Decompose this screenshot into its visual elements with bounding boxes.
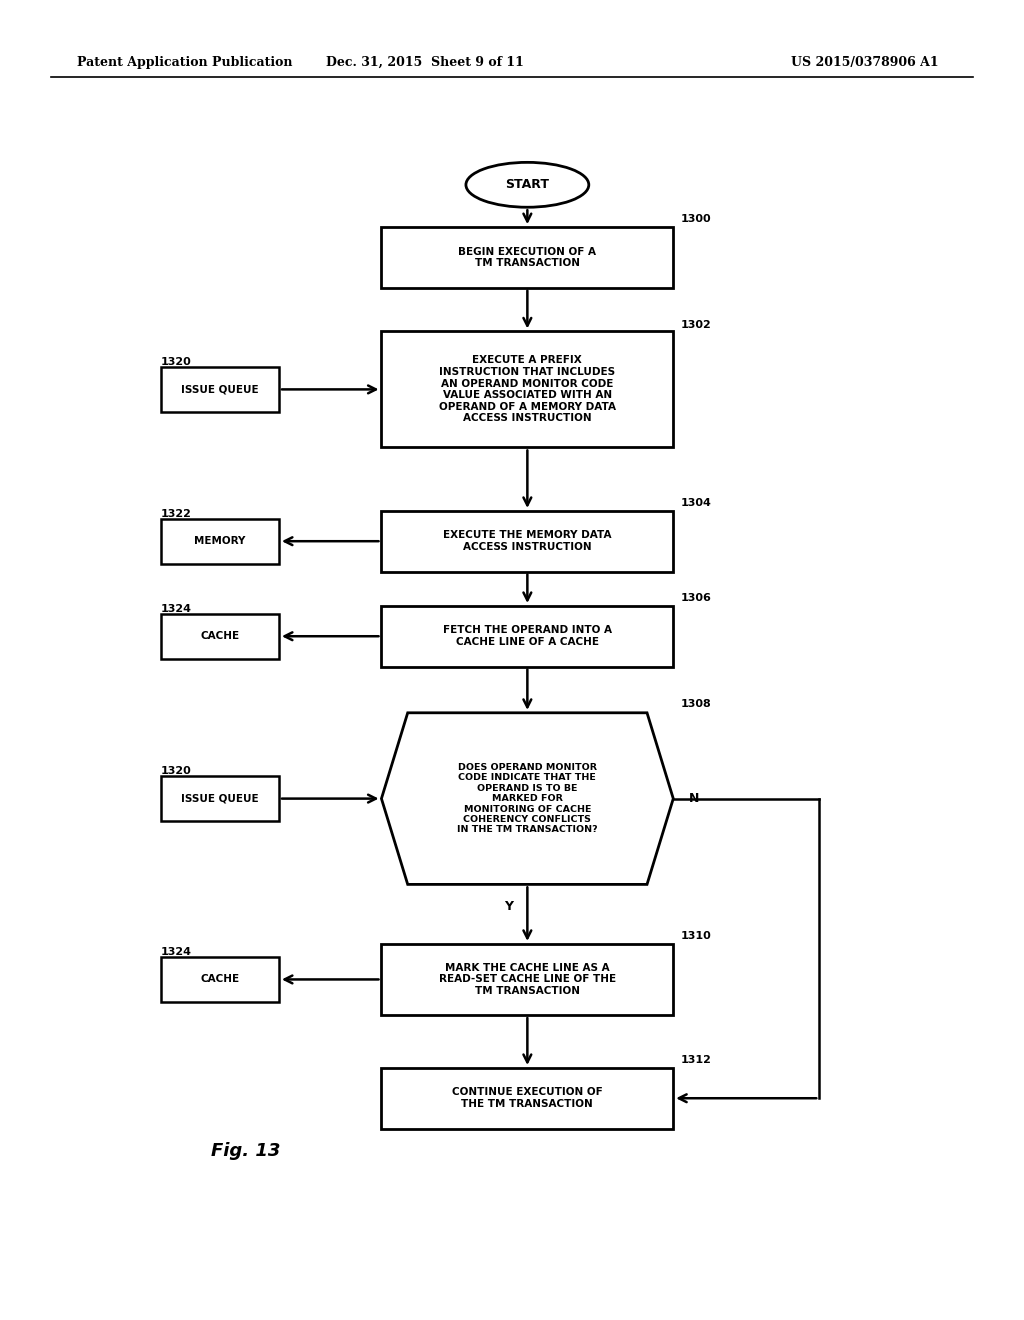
Text: 1306: 1306 bbox=[681, 593, 712, 603]
Text: Y: Y bbox=[505, 900, 513, 913]
Ellipse shape bbox=[466, 162, 589, 207]
Text: MEMORY: MEMORY bbox=[195, 536, 246, 546]
Text: CACHE: CACHE bbox=[201, 631, 240, 642]
Bar bbox=[162, 367, 279, 412]
Text: 1304: 1304 bbox=[681, 498, 712, 508]
Text: BEGIN EXECUTION OF A
TM TRANSACTION: BEGIN EXECUTION OF A TM TRANSACTION bbox=[459, 247, 596, 268]
Bar bbox=[382, 606, 674, 667]
Text: Patent Application Publication: Patent Application Publication bbox=[77, 55, 292, 69]
Polygon shape bbox=[382, 713, 674, 884]
Bar bbox=[162, 776, 279, 821]
Text: 1308: 1308 bbox=[681, 698, 712, 709]
Text: 1324: 1324 bbox=[161, 946, 191, 957]
Bar bbox=[382, 511, 674, 572]
Bar bbox=[382, 331, 674, 447]
Text: 1300: 1300 bbox=[681, 214, 712, 224]
Bar bbox=[382, 944, 674, 1015]
Text: 1324: 1324 bbox=[161, 603, 191, 614]
Text: 1320: 1320 bbox=[161, 766, 191, 776]
Text: DOES OPERAND MONITOR
CODE INDICATE THAT THE
OPERAND IS TO BE
MARKED FOR
MONITORI: DOES OPERAND MONITOR CODE INDICATE THAT … bbox=[457, 763, 598, 834]
Text: N: N bbox=[688, 792, 699, 805]
Text: 1312: 1312 bbox=[681, 1055, 712, 1065]
Text: FETCH THE OPERAND INTO A
CACHE LINE OF A CACHE: FETCH THE OPERAND INTO A CACHE LINE OF A… bbox=[442, 626, 612, 647]
Text: Fig. 13: Fig. 13 bbox=[211, 1142, 281, 1160]
Text: EXECUTE A PREFIX
INSTRUCTION THAT INCLUDES
AN OPERAND MONITOR CODE
VALUE ASSOCIA: EXECUTE A PREFIX INSTRUCTION THAT INCLUD… bbox=[439, 355, 615, 424]
Bar bbox=[162, 614, 279, 659]
Text: CONTINUE EXECUTION OF
THE TM TRANSACTION: CONTINUE EXECUTION OF THE TM TRANSACTION bbox=[452, 1088, 603, 1109]
Bar bbox=[162, 519, 279, 564]
Text: 1320: 1320 bbox=[161, 356, 191, 367]
Text: 1322: 1322 bbox=[161, 508, 191, 519]
Bar bbox=[382, 1068, 674, 1129]
Text: ISSUE QUEUE: ISSUE QUEUE bbox=[181, 384, 259, 395]
Text: START: START bbox=[506, 178, 549, 191]
Bar bbox=[382, 227, 674, 288]
Text: 1302: 1302 bbox=[681, 319, 712, 330]
Text: 1310: 1310 bbox=[681, 931, 712, 941]
Text: US 2015/0378906 A1: US 2015/0378906 A1 bbox=[792, 55, 939, 69]
Text: CACHE: CACHE bbox=[201, 974, 240, 985]
Text: ISSUE QUEUE: ISSUE QUEUE bbox=[181, 793, 259, 804]
Text: MARK THE CACHE LINE AS A
READ-SET CACHE LINE OF THE
TM TRANSACTION: MARK THE CACHE LINE AS A READ-SET CACHE … bbox=[439, 962, 615, 997]
Text: EXECUTE THE MEMORY DATA
ACCESS INSTRUCTION: EXECUTE THE MEMORY DATA ACCESS INSTRUCTI… bbox=[443, 531, 611, 552]
Bar bbox=[162, 957, 279, 1002]
Text: Dec. 31, 2015  Sheet 9 of 11: Dec. 31, 2015 Sheet 9 of 11 bbox=[326, 55, 524, 69]
